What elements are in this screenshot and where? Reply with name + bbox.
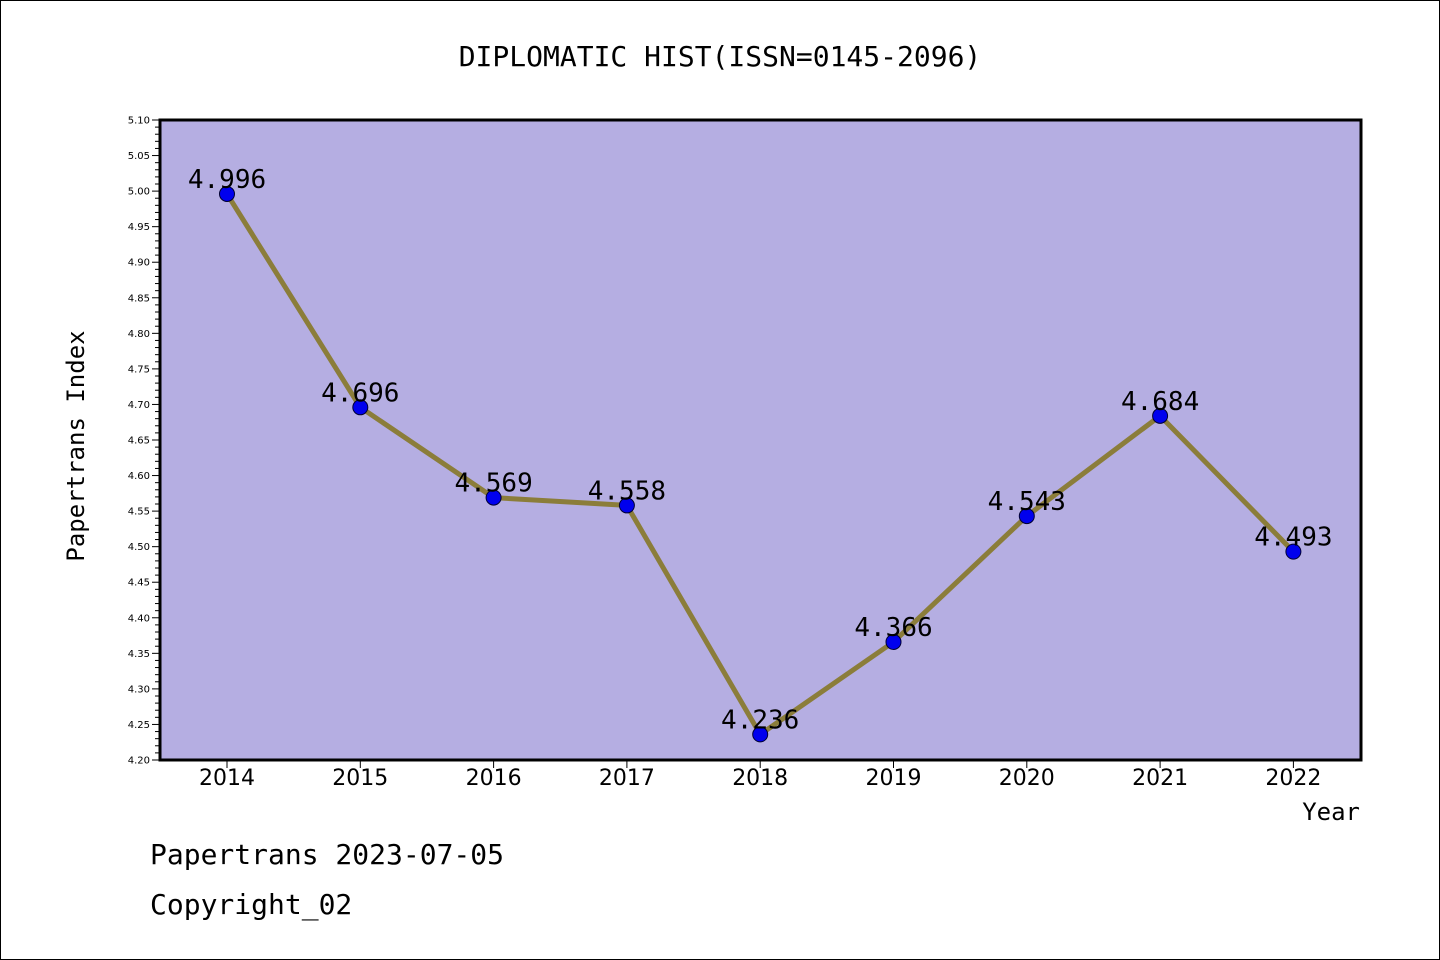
x-tick-label: 2022 bbox=[1265, 766, 1321, 791]
y-tick-label: 4.75 bbox=[128, 364, 150, 375]
plot-area bbox=[160, 120, 1361, 760]
y-tick-label: 4.60 bbox=[128, 471, 150, 482]
data-point bbox=[352, 399, 369, 416]
y-tick-label: 4.20 bbox=[128, 756, 150, 767]
data-label: 4.996 bbox=[188, 165, 266, 195]
y-tick-label: 4.35 bbox=[128, 649, 150, 660]
plot-border bbox=[158, 118, 1363, 762]
y-tick-label: 4.25 bbox=[128, 720, 150, 731]
x-tick-label: 2017 bbox=[599, 766, 655, 791]
y-tick-label: 4.65 bbox=[128, 436, 150, 447]
data-label: 4.543 bbox=[988, 487, 1066, 517]
x-tick-label: 2016 bbox=[466, 766, 522, 791]
footer-copyright: Copyright_02 bbox=[150, 888, 352, 922]
data-label: 4.569 bbox=[454, 469, 532, 499]
y-tick-label: 4.90 bbox=[128, 258, 150, 269]
data-point bbox=[885, 633, 902, 650]
y-tick-label: 4.50 bbox=[128, 542, 150, 553]
data-label: 4.366 bbox=[854, 613, 932, 643]
footer-date: Papertrans 2023-07-05 bbox=[150, 838, 504, 871]
x-tick-label: 2019 bbox=[866, 766, 922, 791]
x-tick-label: 2021 bbox=[1132, 766, 1188, 791]
y-axis: 4.20 4.25 4.30 4.35 4.40 4.45 4.50 4.55 4.60 4.65… bbox=[128, 116, 160, 767]
x-tick-label: 2015 bbox=[332, 766, 388, 791]
y-tick-label: 4.40 bbox=[128, 613, 150, 624]
y-tick-label: 4.45 bbox=[128, 578, 150, 589]
data-point bbox=[618, 497, 635, 514]
y-tick-label: 5.10 bbox=[128, 116, 150, 127]
data-point bbox=[1152, 407, 1169, 424]
x-axis: 2014 2015 2016 2017 2018 2019 2020 2021 2022 bbox=[199, 760, 1321, 791]
x-tick-label: 2014 bbox=[199, 766, 255, 791]
data-point bbox=[752, 726, 769, 743]
data-label: 4.684 bbox=[1121, 387, 1199, 417]
y-tick-label: 5.00 bbox=[128, 187, 150, 198]
x-tick-label: 2018 bbox=[732, 766, 788, 791]
y-tick-label: 5.05 bbox=[128, 151, 150, 162]
data-point bbox=[1285, 543, 1302, 560]
y-tick-label: 4.70 bbox=[128, 400, 150, 411]
y-tick-label: 4.30 bbox=[128, 684, 150, 695]
chart-title: DIPLOMATIC HIST(ISSN=0145-2096) bbox=[459, 40, 982, 73]
x-axis-title: Year bbox=[1302, 798, 1360, 826]
data-label: 4.558 bbox=[588, 476, 666, 506]
data-point bbox=[1018, 508, 1035, 525]
data-label: 4.236 bbox=[721, 705, 799, 735]
series-layer: 4.996 4.696 4.569 4.558 4.236 4.366 4.543 4.684… bbox=[188, 165, 1333, 743]
y-axis-title: Papertrans Index bbox=[62, 330, 90, 561]
y-tick-label: 4.55 bbox=[128, 507, 150, 518]
y-tick-label: 4.85 bbox=[128, 293, 150, 304]
x-tick-label: 2020 bbox=[999, 766, 1055, 791]
y-tick-label: 4.80 bbox=[128, 329, 150, 340]
y-tick-label: 4.95 bbox=[128, 222, 150, 233]
data-point bbox=[219, 185, 235, 202]
data-point bbox=[485, 489, 502, 506]
data-label: 4.493 bbox=[1254, 523, 1332, 553]
data-label: 4.696 bbox=[321, 378, 399, 408]
